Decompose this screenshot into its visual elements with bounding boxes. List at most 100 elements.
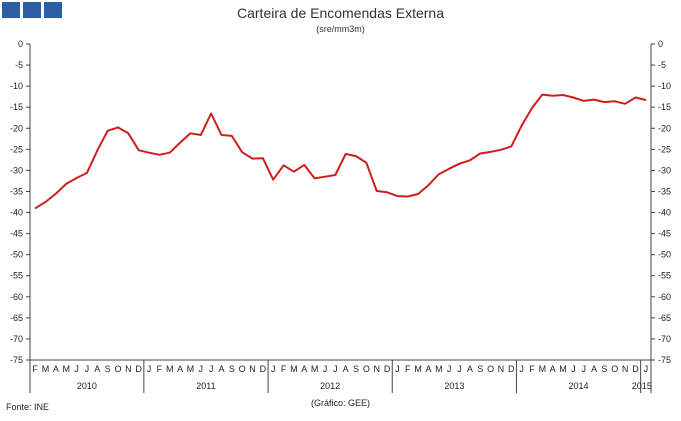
- y-tick-label-right: -35: [658, 186, 671, 196]
- y-ticks: 0 0 -5 -5 -10 -10 -15 -15 -20 -20 -25 -25 -30 -30 -35 -…: [10, 39, 671, 365]
- data-point: [583, 100, 585, 102]
- year-label: 2011: [196, 381, 215, 391]
- month-label: N: [125, 364, 132, 374]
- month-label: N: [373, 364, 380, 374]
- data-point: [303, 164, 305, 166]
- month-label: O: [611, 364, 618, 374]
- month-label: D: [260, 364, 267, 374]
- y-tick-label-left: -60: [10, 292, 23, 302]
- data-point: [427, 184, 430, 186]
- data-point: [107, 130, 109, 132]
- y-tick-label-right: -55: [658, 271, 671, 281]
- month-label: J: [395, 364, 400, 374]
- month-label: N: [498, 364, 505, 374]
- data-point: [34, 207, 36, 209]
- month-label: F: [405, 364, 411, 374]
- data-point: [55, 192, 57, 195]
- year-label: 2010: [77, 381, 97, 391]
- data-point: [407, 195, 409, 198]
- y-tick-label-left: -30: [10, 165, 23, 175]
- month-label: A: [301, 364, 307, 374]
- month-label: J: [581, 364, 586, 374]
- month-label: J: [74, 364, 79, 374]
- month-label: F: [32, 364, 38, 374]
- data-point: [345, 153, 347, 155]
- year-label: 2012: [320, 381, 340, 391]
- month-label: M: [414, 364, 422, 374]
- data-point: [86, 172, 88, 174]
- data-point: [220, 134, 223, 136]
- y-tick-label-left: -55: [10, 271, 23, 281]
- data-point: [469, 159, 471, 161]
- month-label: J: [199, 364, 204, 374]
- y-tick-label-left: -10: [10, 81, 23, 91]
- month-label: S: [353, 364, 359, 374]
- data-point: [189, 132, 192, 134]
- data-point: [241, 151, 243, 153]
- month-label: A: [218, 364, 224, 374]
- y-tick-label-right: -10: [658, 81, 671, 91]
- month-label: M: [539, 364, 547, 374]
- month-label: A: [425, 364, 431, 374]
- month-label: J: [147, 364, 152, 374]
- month-label: M: [187, 364, 195, 374]
- data-point: [562, 94, 564, 96]
- y-tick-label-left: -15: [10, 102, 23, 112]
- data-point: [624, 103, 626, 105]
- y-tick-label-left: -70: [10, 334, 23, 344]
- data-point: [127, 132, 129, 134]
- month-label: A: [53, 364, 59, 374]
- data-point: [138, 149, 140, 151]
- month-label: J: [209, 364, 214, 374]
- month-label: O: [363, 364, 370, 374]
- data-point: [531, 107, 533, 109]
- month-label: S: [601, 364, 607, 374]
- month-label: J: [571, 364, 576, 374]
- month-label: J: [457, 364, 462, 374]
- data-point: [324, 176, 326, 178]
- month-label: F: [529, 364, 535, 374]
- month-label: J: [519, 364, 524, 374]
- y-tick-label-left: -50: [10, 250, 23, 260]
- data-point: [458, 163, 461, 165]
- month-label: D: [135, 364, 142, 374]
- y-tick-label-left: -20: [10, 123, 23, 133]
- month-label: F: [281, 364, 287, 374]
- data-point: [500, 149, 502, 151]
- data-point: [489, 151, 492, 153]
- data-point: [231, 135, 233, 137]
- y-tick-label-left: -45: [10, 229, 23, 239]
- month-label: O: [114, 364, 121, 374]
- month-label: S: [229, 364, 235, 374]
- month-label: M: [559, 364, 567, 374]
- data-point: [417, 193, 419, 195]
- month-label: A: [591, 364, 597, 374]
- month-label: A: [94, 364, 100, 374]
- data-point: [593, 99, 595, 101]
- data-point: [179, 141, 181, 144]
- y-tick-label-left: -75: [10, 355, 23, 365]
- month-label: S: [477, 364, 483, 374]
- data-point: [334, 174, 336, 176]
- month-label: A: [550, 364, 556, 374]
- month-label: J: [85, 364, 90, 374]
- data-point: [572, 96, 574, 99]
- y-tick-label-right: -50: [658, 250, 671, 260]
- data-point: [355, 155, 357, 157]
- month-label: D: [632, 364, 639, 374]
- data-point: [75, 177, 78, 179]
- y-tick-label-right: -25: [658, 144, 671, 154]
- y-tick-label-right: 0: [658, 39, 663, 49]
- month-label: M: [311, 364, 319, 374]
- y-tick-label-right: -60: [658, 292, 671, 302]
- y-tick-label-left: -25: [10, 144, 23, 154]
- data-point: [521, 125, 523, 127]
- y-tick-label-left: -65: [10, 313, 23, 323]
- data-point: [282, 164, 285, 166]
- data-point: [314, 177, 316, 180]
- data-point: [386, 191, 388, 193]
- month-label: J: [333, 364, 338, 374]
- data-point: [448, 168, 450, 170]
- series-line: [34, 93, 647, 210]
- data-point: [44, 201, 47, 203]
